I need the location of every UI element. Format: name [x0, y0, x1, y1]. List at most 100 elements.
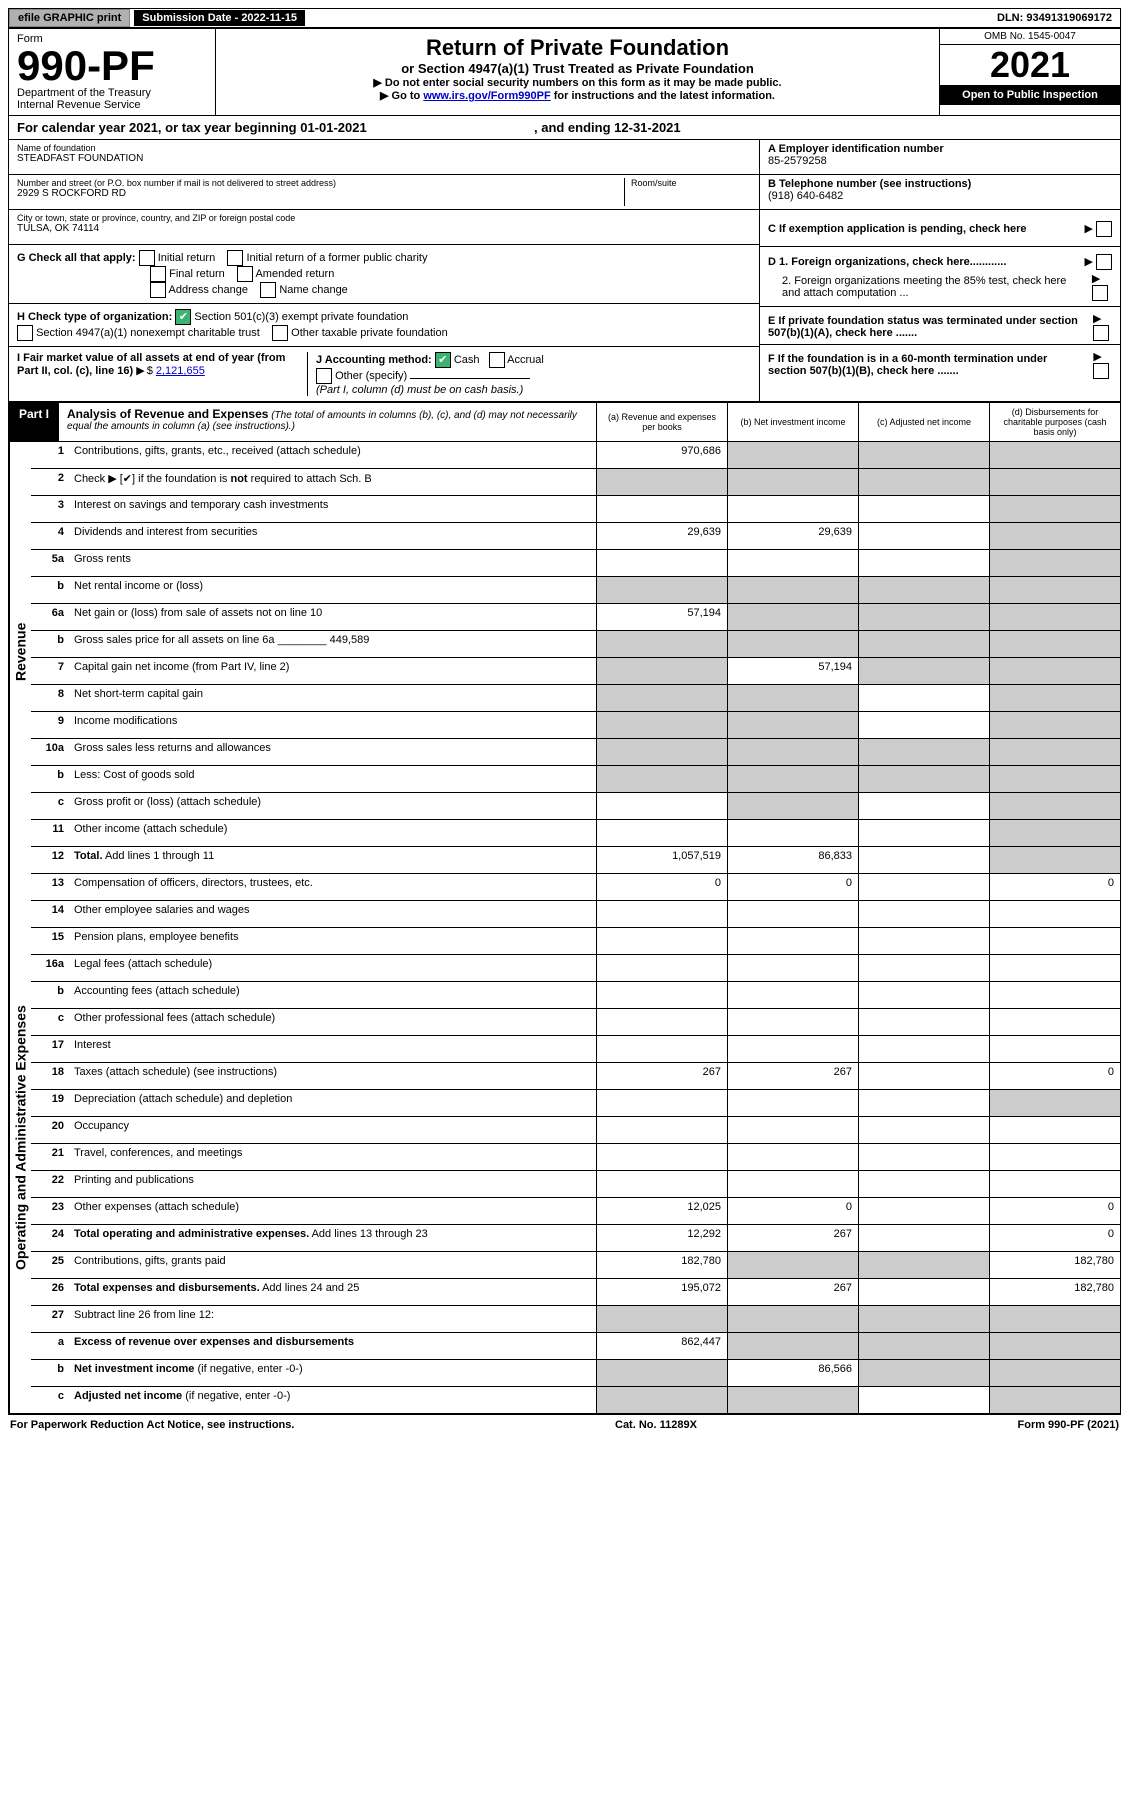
row-number: 20	[31, 1117, 70, 1143]
cell-d	[989, 577, 1120, 603]
g-opt-0: Initial return	[158, 252, 215, 264]
final-return-checkbox[interactable]	[150, 266, 166, 282]
cell-c	[858, 1360, 989, 1386]
foreign-org-checkbox[interactable]	[1096, 254, 1112, 270]
accrual-checkbox[interactable]	[489, 352, 505, 368]
efile-print-button[interactable]: efile GRAPHIC print	[9, 9, 130, 27]
other-method-checkbox[interactable]	[316, 368, 332, 384]
table-row: cOther professional fees (attach schedul…	[31, 1009, 1120, 1036]
col-b-header: (b) Net investment income	[727, 403, 858, 441]
cell-c	[858, 1225, 989, 1251]
table-row: 13Compensation of officers, directors, t…	[31, 874, 1120, 901]
address-change-checkbox[interactable]	[150, 282, 166, 298]
cell-b	[727, 955, 858, 981]
cell-b	[727, 577, 858, 603]
room-label: Room/suite	[631, 178, 751, 188]
cell-a	[596, 658, 727, 684]
cal-year-begin: For calendar year 2021, or tax year begi…	[17, 120, 367, 135]
row-description: Gross sales less returns and allowances	[70, 739, 596, 765]
h-opt-1: Section 501(c)(3) exempt private foundat…	[194, 311, 408, 323]
row-number: b	[31, 766, 70, 792]
row-number: 4	[31, 523, 70, 549]
other-taxable-checkbox[interactable]	[272, 325, 288, 341]
row-number: 23	[31, 1198, 70, 1224]
phone-value: (918) 640-6482	[768, 190, 1112, 202]
form-outer: Form 990-PF Department of the Treasury I…	[8, 28, 1121, 1415]
cell-a	[596, 496, 727, 522]
foreign-85-checkbox[interactable]	[1092, 285, 1108, 301]
irs-link[interactable]: www.irs.gov/Form990PF	[423, 90, 550, 102]
cell-a: 29,639	[596, 523, 727, 549]
cell-b	[727, 739, 858, 765]
irs-label: Internal Revenue Service	[17, 99, 207, 111]
cell-c	[858, 1009, 989, 1035]
row-description: Accounting fees (attach schedule)	[70, 982, 596, 1008]
cell-c	[858, 1090, 989, 1116]
table-row: 25Contributions, gifts, grants paid182,7…	[31, 1252, 1120, 1279]
row-number: c	[31, 793, 70, 819]
cell-a: 862,447	[596, 1333, 727, 1359]
cell-d	[989, 523, 1120, 549]
cash-checkbox[interactable]	[435, 352, 451, 368]
cell-d	[989, 1333, 1120, 1359]
cell-b	[727, 685, 858, 711]
i-label: I Fair market value of all assets at end…	[17, 352, 285, 377]
exemption-pending-checkbox[interactable]	[1096, 221, 1112, 237]
j-label: J Accounting method:	[316, 354, 432, 366]
table-row: 1Contributions, gifts, grants, etc., rec…	[31, 442, 1120, 469]
name-change-checkbox[interactable]	[260, 282, 276, 298]
cell-c	[858, 901, 989, 927]
table-row: 23Other expenses (attach schedule)12,025…	[31, 1198, 1120, 1225]
col-a-header: (a) Revenue and expenses per books	[596, 403, 727, 441]
row-description: Adjusted net income (if negative, enter …	[70, 1387, 596, 1413]
60-month-checkbox[interactable]	[1093, 363, 1109, 379]
row-description: Net short-term capital gain	[70, 685, 596, 711]
row-description: Subtract line 26 from line 12:	[70, 1306, 596, 1332]
ein-value: 85-2579258	[768, 155, 1112, 167]
cell-d	[989, 1117, 1120, 1143]
initial-return-checkbox[interactable]	[139, 250, 155, 266]
cell-b: 0	[727, 874, 858, 900]
table-row: cAdjusted net income (if negative, enter…	[31, 1387, 1120, 1414]
cell-d	[989, 1009, 1120, 1035]
cell-c	[858, 1198, 989, 1224]
cell-c	[858, 550, 989, 576]
501c3-checkbox[interactable]	[175, 309, 191, 325]
cell-b	[727, 604, 858, 630]
cell-d	[989, 1306, 1120, 1332]
cell-c	[858, 1387, 989, 1413]
row-description: Excess of revenue over expenses and disb…	[70, 1333, 596, 1359]
row-number: b	[31, 577, 70, 603]
initial-public-checkbox[interactable]	[227, 250, 243, 266]
cell-b	[727, 766, 858, 792]
cell-c	[858, 739, 989, 765]
cell-a	[596, 1144, 727, 1170]
fmv-value[interactable]: 2,121,655	[156, 365, 205, 377]
cell-c	[858, 523, 989, 549]
row-number: 5a	[31, 550, 70, 576]
cell-d	[989, 1360, 1120, 1386]
form-subtitle: or Section 4947(a)(1) Trust Treated as P…	[226, 61, 929, 76]
cell-d	[989, 901, 1120, 927]
table-row: bNet rental income or (loss)	[31, 577, 1120, 604]
terminated-checkbox[interactable]	[1093, 325, 1109, 341]
cell-d	[989, 1144, 1120, 1170]
g-opt-4: Address change	[169, 284, 249, 296]
top-bar: efile GRAPHIC print Submission Date - 20…	[8, 8, 1121, 28]
row-number: 26	[31, 1279, 70, 1305]
cell-a	[596, 955, 727, 981]
f-label: F If the foundation is in a 60-month ter…	[768, 353, 1087, 377]
cell-d	[989, 739, 1120, 765]
cell-a	[596, 1009, 727, 1035]
note2-post: for instructions and the latest informat…	[554, 90, 775, 102]
cell-d: 182,780	[989, 1279, 1120, 1305]
row-description: Interest	[70, 1036, 596, 1062]
amended-return-checkbox[interactable]	[237, 266, 253, 282]
row-description: Other income (attach schedule)	[70, 820, 596, 846]
cell-d	[989, 496, 1120, 522]
cell-a	[596, 793, 727, 819]
4947-checkbox[interactable]	[17, 325, 33, 341]
phone-label: B Telephone number (see instructions)	[768, 178, 1112, 190]
cell-c	[858, 847, 989, 873]
j-other: Other (specify)	[335, 370, 407, 382]
